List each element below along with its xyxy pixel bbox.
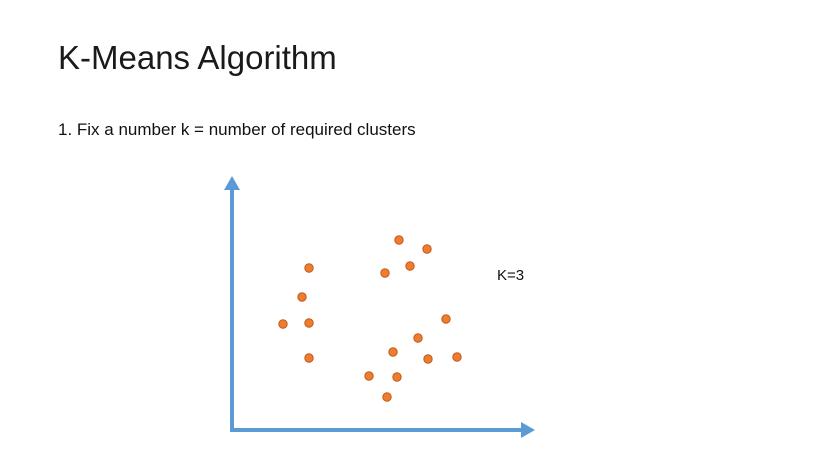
bullet-point-1: 1. Fix a number k = number of required c… (58, 120, 416, 139)
data-point (441, 314, 451, 324)
data-point (304, 318, 314, 328)
y-axis-arrowhead (224, 176, 240, 190)
data-points (278, 235, 462, 402)
data-point (382, 392, 392, 402)
data-point (364, 371, 374, 381)
x-axis-arrowhead (521, 422, 535, 438)
data-point (392, 372, 402, 382)
data-point (422, 244, 432, 254)
data-point (405, 261, 415, 271)
data-point (304, 263, 314, 273)
data-point (388, 347, 398, 357)
data-point (394, 235, 404, 245)
data-point (413, 333, 423, 343)
data-point (278, 319, 288, 329)
data-point (452, 352, 462, 362)
data-point (304, 353, 314, 363)
slide-title: K-Means Algorithm (58, 39, 337, 76)
data-point (380, 268, 390, 278)
data-point (297, 292, 307, 302)
data-point (423, 354, 433, 364)
k-value-label: K=3 (497, 267, 525, 284)
